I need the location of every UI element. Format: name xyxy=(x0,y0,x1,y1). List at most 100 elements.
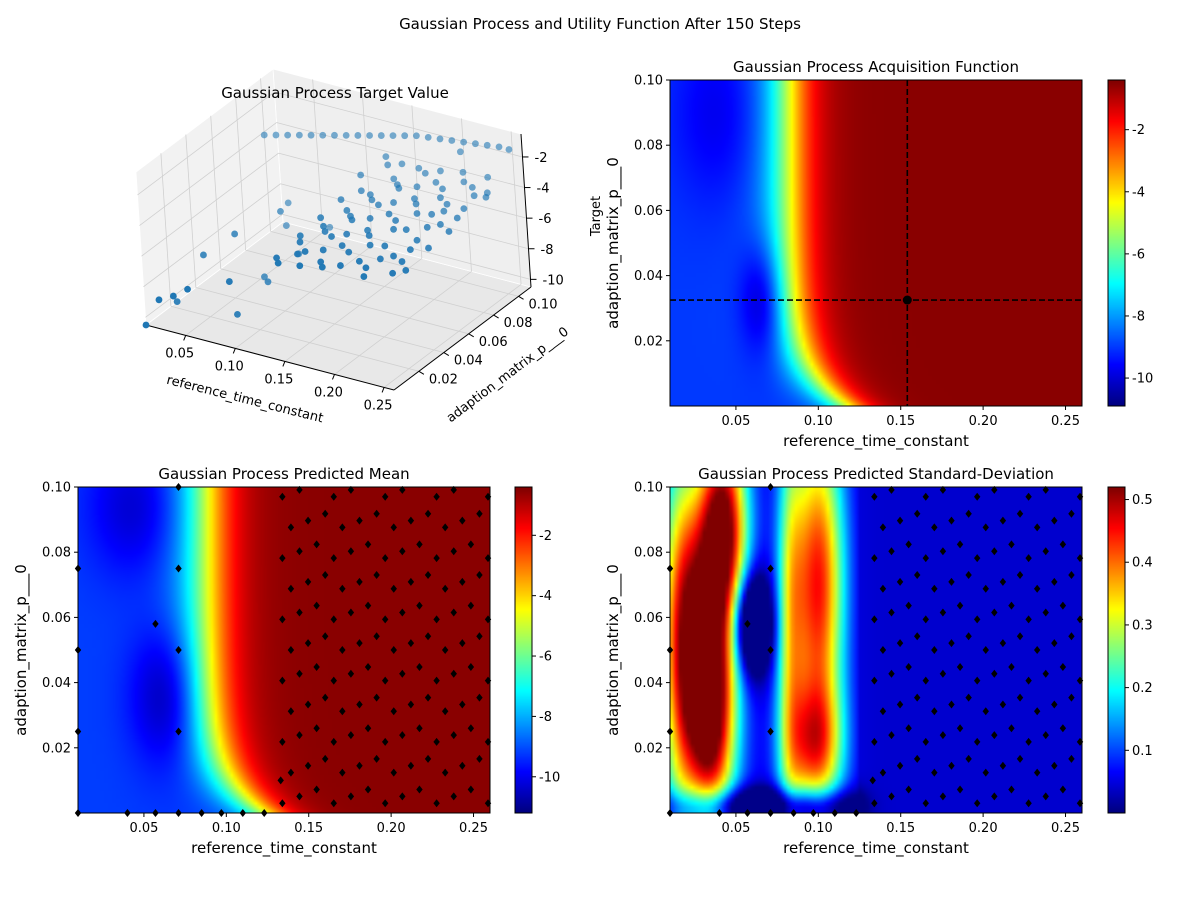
observation-point xyxy=(407,761,415,770)
observation-point xyxy=(905,662,912,671)
scatter-point xyxy=(294,250,301,258)
observation-point xyxy=(322,571,329,580)
observation-point xyxy=(390,584,397,593)
observation-point xyxy=(330,799,337,808)
observation-point xyxy=(322,754,329,763)
observation-point xyxy=(322,693,329,702)
observation-point xyxy=(313,724,320,733)
observation-point xyxy=(744,619,751,628)
scatter-point xyxy=(321,228,329,235)
observation-point xyxy=(373,509,380,518)
scatter-point xyxy=(402,266,410,274)
scatter-point xyxy=(354,132,362,139)
observation-point xyxy=(476,754,483,763)
grid-line xyxy=(139,122,277,226)
heatmap-raster xyxy=(670,80,1082,406)
observation-point xyxy=(287,584,295,593)
grid-line xyxy=(274,91,523,158)
scatter-point xyxy=(328,233,335,240)
scatter-point xyxy=(445,228,453,235)
observation-point xyxy=(450,731,457,740)
observation-point xyxy=(948,761,955,770)
observation-point xyxy=(476,509,483,518)
observation-point xyxy=(922,615,929,624)
scatter-point xyxy=(343,207,351,214)
z-axis-line xyxy=(520,133,532,288)
scatter-point xyxy=(406,246,414,254)
y-tick-label: 0.10 xyxy=(42,481,71,496)
observation-point xyxy=(322,509,329,518)
scatter-point xyxy=(277,207,284,215)
observation-point xyxy=(888,792,895,801)
observation-point xyxy=(931,768,938,777)
grid-line xyxy=(383,284,522,388)
x-tick-label: 0.05 xyxy=(721,821,750,836)
observation-point xyxy=(965,632,972,641)
observation-point xyxy=(1068,571,1075,580)
observation-point xyxy=(931,646,938,654)
scatter-point xyxy=(392,217,400,224)
scatter-point xyxy=(261,273,268,281)
observation-point xyxy=(956,662,964,671)
observation-point xyxy=(896,516,904,525)
observation-point xyxy=(922,799,929,808)
x-axis-label: reference_time_constant xyxy=(783,839,969,858)
scatter-point xyxy=(390,199,397,206)
scatter-point xyxy=(376,255,384,263)
observation-point xyxy=(399,731,406,740)
scatter-point xyxy=(482,193,490,201)
grid-line xyxy=(137,91,275,196)
observation-point xyxy=(982,646,989,654)
observation-point xyxy=(956,724,964,733)
observation-point xyxy=(356,761,363,770)
observation-point xyxy=(871,676,878,685)
observation-point xyxy=(416,601,423,610)
observation-point xyxy=(914,693,921,702)
x-tick-label: 0.10 xyxy=(215,359,244,374)
x-tick-label: 0.15 xyxy=(294,821,323,836)
grid-line xyxy=(170,305,420,372)
observation-point xyxy=(1042,547,1049,556)
scatter-point xyxy=(389,132,397,140)
scatter-point xyxy=(390,225,397,233)
y-tick xyxy=(518,295,524,300)
scatter-point xyxy=(155,296,163,304)
colorbar-tick-label: -10 xyxy=(1132,372,1153,387)
observation-point xyxy=(948,639,955,648)
z-axis-label: Target xyxy=(589,196,604,237)
observation-point xyxy=(304,700,312,709)
observation-point xyxy=(914,571,921,580)
observation-point xyxy=(879,584,887,593)
observation-point xyxy=(1042,608,1049,617)
y-tick xyxy=(418,370,425,375)
observation-point xyxy=(399,792,406,801)
observation-point xyxy=(1059,540,1067,549)
scatter-point xyxy=(368,196,376,204)
observation-point xyxy=(356,700,363,709)
scatter-point xyxy=(338,242,346,249)
grid-line xyxy=(276,122,525,188)
scatter-point xyxy=(436,135,444,143)
colorbar-tick-label: 0.3 xyxy=(1132,618,1153,633)
y-tick-label: 0.04 xyxy=(634,676,663,691)
observation-point xyxy=(1025,676,1032,685)
observation-point xyxy=(956,785,964,794)
x-tick xyxy=(232,348,236,354)
x-tick-label: 0.05 xyxy=(721,414,750,429)
z-tick-label: -6 xyxy=(539,212,552,227)
scatter-point xyxy=(460,178,468,186)
observation-point xyxy=(999,700,1007,709)
observation-point xyxy=(424,571,432,580)
grid-line xyxy=(245,249,494,316)
colorbar-tick-label: -2 xyxy=(539,529,552,544)
scatter-point xyxy=(362,264,370,272)
subplot-std-heatmap: 0.05 0.10 0.15 0.20 0.250.020.040.060.080.10… xyxy=(604,465,1153,858)
observation-point xyxy=(1008,662,1015,671)
scatter-point xyxy=(389,269,397,277)
observation-point xyxy=(381,799,389,808)
heatmap-raster xyxy=(670,487,1082,813)
grid-line xyxy=(411,105,423,259)
scatter-point xyxy=(319,131,327,139)
observation-point xyxy=(1068,693,1075,702)
scatter-point xyxy=(384,161,392,169)
